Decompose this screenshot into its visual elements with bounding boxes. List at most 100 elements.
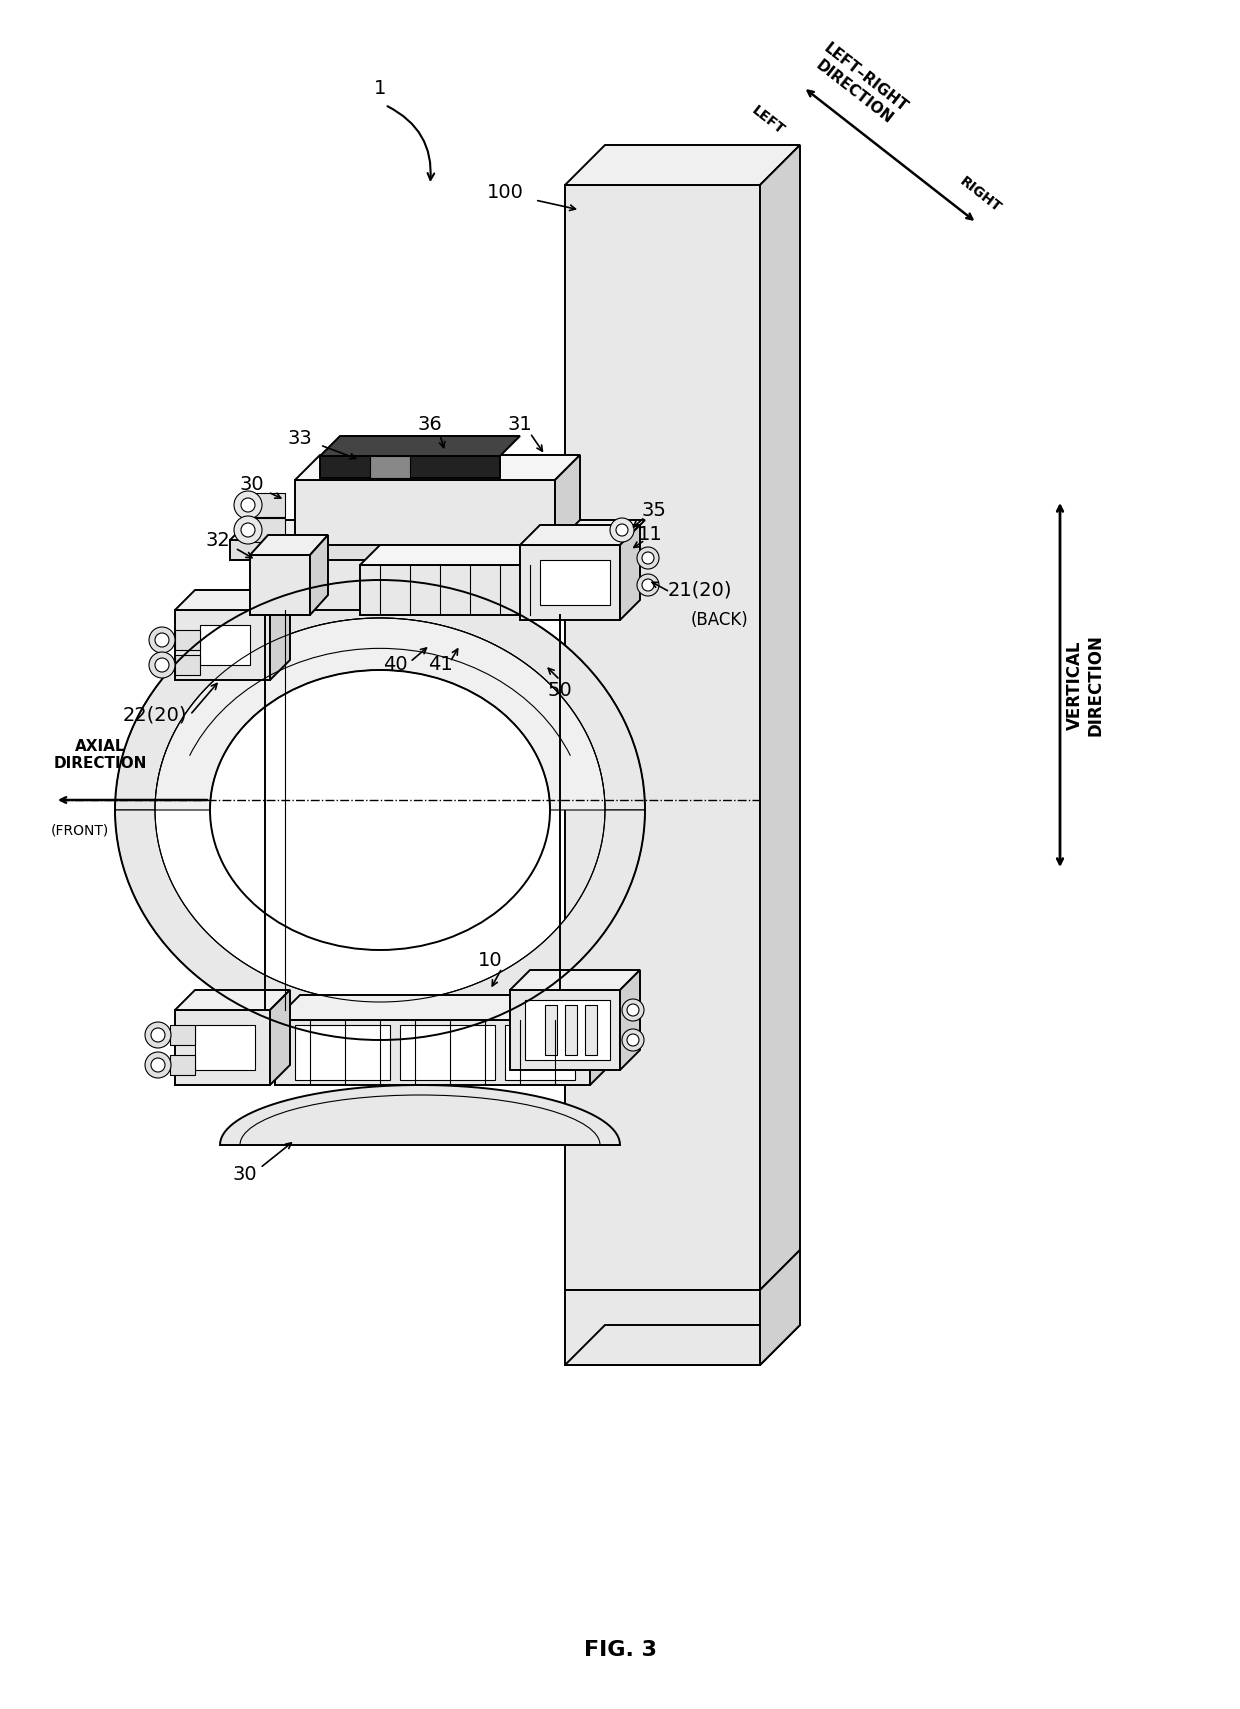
Polygon shape [565,1005,577,1054]
Circle shape [234,516,262,543]
Polygon shape [760,145,800,1290]
Polygon shape [565,1324,800,1365]
Text: 30: 30 [239,475,264,494]
Text: LEFT–RIGHT
DIRECTION: LEFT–RIGHT DIRECTION [810,41,910,130]
Polygon shape [310,545,560,610]
Polygon shape [320,456,500,479]
Polygon shape [295,455,580,480]
Polygon shape [229,540,625,561]
Polygon shape [565,145,800,185]
Polygon shape [510,990,620,1070]
Circle shape [241,497,255,513]
Polygon shape [360,566,556,615]
Circle shape [642,579,653,591]
Polygon shape [620,971,640,1070]
Circle shape [622,1029,644,1051]
Text: 40: 40 [383,656,407,675]
Polygon shape [175,590,290,610]
Polygon shape [556,545,575,615]
Text: 30: 30 [233,1166,258,1184]
Polygon shape [525,1000,610,1060]
Polygon shape [170,1054,195,1075]
Circle shape [155,658,169,672]
Circle shape [149,627,175,653]
Polygon shape [401,1025,495,1080]
Polygon shape [115,579,645,810]
Polygon shape [255,518,285,542]
Text: 11: 11 [637,525,662,545]
Polygon shape [175,655,200,675]
Circle shape [642,552,653,564]
Text: 36: 36 [418,415,443,434]
Circle shape [627,1034,639,1046]
Polygon shape [505,1025,575,1080]
Text: FIG. 3: FIG. 3 [584,1641,656,1659]
Polygon shape [275,995,615,1020]
Polygon shape [175,990,290,1010]
Polygon shape [219,1085,620,1145]
Text: 33: 33 [288,429,312,448]
FancyArrowPatch shape [387,106,434,179]
Polygon shape [560,520,585,610]
Polygon shape [255,492,285,518]
Polygon shape [200,625,250,665]
Polygon shape [115,810,645,1041]
Text: 21(20): 21(20) [668,581,733,600]
Circle shape [145,1022,171,1048]
Text: VERTICAL
DIRECTION: VERTICAL DIRECTION [1065,634,1105,737]
Polygon shape [250,555,310,615]
Circle shape [637,547,658,569]
Circle shape [234,490,262,520]
Circle shape [151,1058,165,1072]
Text: 22(20): 22(20) [123,706,187,725]
Circle shape [622,1000,644,1020]
Text: 32: 32 [206,530,231,550]
Polygon shape [320,436,520,456]
Polygon shape [510,971,640,990]
Circle shape [610,518,634,542]
Polygon shape [360,545,575,566]
Polygon shape [295,480,556,545]
Polygon shape [310,520,585,545]
Polygon shape [275,1020,590,1085]
Circle shape [616,525,627,537]
Text: 31: 31 [507,415,532,434]
Polygon shape [565,185,760,1290]
Text: (FRONT): (FRONT) [51,824,109,837]
Text: 1: 1 [373,79,386,97]
Polygon shape [520,525,640,545]
Text: LEFT: LEFT [749,103,787,137]
Polygon shape [170,1025,195,1044]
Circle shape [627,1003,639,1015]
Polygon shape [520,545,620,620]
Text: (BACK): (BACK) [691,612,749,629]
Polygon shape [546,1005,557,1054]
Polygon shape [250,535,329,555]
Polygon shape [270,590,290,680]
Polygon shape [175,631,200,649]
Polygon shape [270,990,290,1085]
Polygon shape [175,610,270,680]
Polygon shape [229,520,645,540]
Polygon shape [539,561,610,605]
Polygon shape [590,995,615,1085]
Text: 10: 10 [477,950,502,969]
Polygon shape [585,1005,596,1054]
Text: 35: 35 [641,501,666,520]
Text: 41: 41 [428,656,453,675]
Polygon shape [155,619,605,810]
Polygon shape [310,535,329,615]
Circle shape [155,632,169,648]
Circle shape [637,574,658,596]
Circle shape [145,1053,171,1078]
Polygon shape [565,1290,760,1365]
Polygon shape [760,1249,800,1365]
Circle shape [241,523,255,537]
Polygon shape [175,1010,270,1085]
Text: RIGHT: RIGHT [956,174,1003,215]
Polygon shape [295,1025,391,1080]
Polygon shape [620,525,640,620]
Polygon shape [556,455,580,545]
Circle shape [149,653,175,678]
Text: 50: 50 [548,680,573,699]
